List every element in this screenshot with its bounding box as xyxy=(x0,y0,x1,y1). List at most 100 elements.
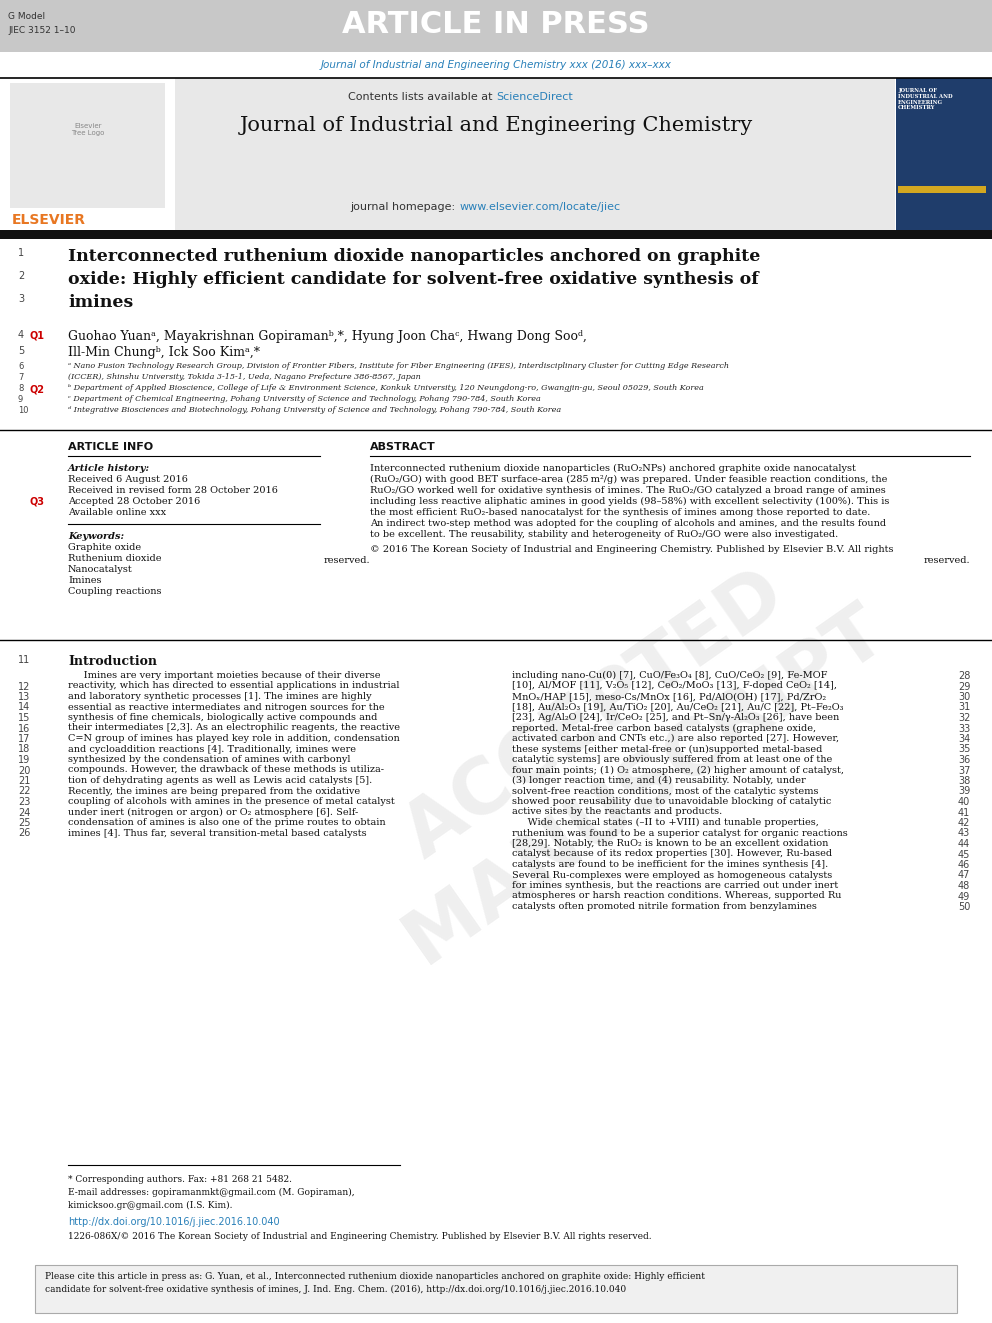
Text: catalytic systems] are obviously suffered from at least one of the: catalytic systems] are obviously suffere… xyxy=(512,755,832,763)
Text: 22: 22 xyxy=(18,786,31,796)
Text: Several Ru-complexes were employed as homogeneous catalysts: Several Ru-complexes were employed as ho… xyxy=(512,871,832,880)
Text: 24: 24 xyxy=(18,807,31,818)
Text: 10: 10 xyxy=(18,406,29,415)
Text: G Model: G Model xyxy=(8,12,45,21)
Text: atmospheres or harsh reaction conditions. Whereas, supported Ru: atmospheres or harsh reaction conditions… xyxy=(512,892,841,901)
Text: Received in revised form 28 October 2016: Received in revised form 28 October 2016 xyxy=(68,486,278,495)
Text: Ill-Min Chungᵇ, Ick Soo Kimᵃ,*: Ill-Min Chungᵇ, Ick Soo Kimᵃ,* xyxy=(68,347,260,359)
Text: 20: 20 xyxy=(18,766,31,775)
Text: ᵃ Nano Fusion Technology Research Group, Division of Frontier Fibers, Institute : ᵃ Nano Fusion Technology Research Group,… xyxy=(68,363,729,370)
Text: and laboratory synthetic processes [1]. The imines are highly: and laboratory synthetic processes [1]. … xyxy=(68,692,372,701)
Text: Interconnected ruthenium dioxide nanoparticles anchored on graphite: Interconnected ruthenium dioxide nanopar… xyxy=(68,247,761,265)
Text: reserved.: reserved. xyxy=(924,556,970,565)
Text: 41: 41 xyxy=(958,807,970,818)
Text: 23: 23 xyxy=(18,796,31,807)
Text: ACCEPTED
MANUSCRIPT: ACCEPTED MANUSCRIPT xyxy=(342,521,898,978)
Bar xyxy=(35,1265,957,1312)
Text: Imines are very important moieties because of their diverse: Imines are very important moieties becau… xyxy=(68,671,381,680)
Text: 31: 31 xyxy=(958,703,970,713)
Text: essential as reactive intermediates and nitrogen sources for the: essential as reactive intermediates and … xyxy=(68,703,385,712)
Text: 26: 26 xyxy=(18,828,31,839)
Text: activated carbon and CNTs etc.,) are also reported [27]. However,: activated carbon and CNTs etc.,) are als… xyxy=(512,734,839,744)
Text: Q3: Q3 xyxy=(30,497,45,507)
Text: (3) longer reaction time, and (4) reusability. Notably, under: (3) longer reaction time, and (4) reusab… xyxy=(512,777,806,785)
Text: 43: 43 xyxy=(958,828,970,839)
Text: 29: 29 xyxy=(958,681,970,692)
Text: reserved.: reserved. xyxy=(323,556,370,565)
Text: Q2: Q2 xyxy=(30,384,45,394)
Text: ᵇ Department of Applied Bioscience, College of Life & Environment Science, Konku: ᵇ Department of Applied Bioscience, Coll… xyxy=(68,384,703,392)
Text: 32: 32 xyxy=(958,713,970,722)
Text: Received 6 August 2016: Received 6 August 2016 xyxy=(68,475,187,484)
Text: including less reactive aliphatic amines in good yields (98–58%) with excellent : including less reactive aliphatic amines… xyxy=(370,497,890,507)
Text: 15: 15 xyxy=(18,713,31,722)
Bar xyxy=(10,83,165,208)
Text: reactivity, which has directed to essential applications in industrial: reactivity, which has directed to essent… xyxy=(68,681,400,691)
Text: 40: 40 xyxy=(958,796,970,807)
Text: 5: 5 xyxy=(18,347,24,356)
Text: Accepted 28 October 2016: Accepted 28 October 2016 xyxy=(68,497,200,505)
Text: ᵈ Integrative Biosciences and Biotechnology, Pohang University of Science and Te: ᵈ Integrative Biosciences and Biotechnol… xyxy=(68,406,561,414)
Bar xyxy=(0,78,174,230)
Text: Please cite this article in press as: G. Yuan, et al., Interconnected ruthenium : Please cite this article in press as: G.… xyxy=(45,1271,705,1281)
Text: JIEC 3152 1–10: JIEC 3152 1–10 xyxy=(8,26,75,34)
Bar xyxy=(175,78,895,230)
Text: (ICCER), Shinshu University, Tokida 3-15-1, Ueda, Nagano Prefecture 386-8567, Ja: (ICCER), Shinshu University, Tokida 3-15… xyxy=(68,373,421,381)
Text: RuO₂/GO worked well for oxidative synthesis of imines. The RuO₂/GO catalyzed a b: RuO₂/GO worked well for oxidative synthe… xyxy=(370,486,886,495)
Text: 2: 2 xyxy=(18,271,24,280)
Text: catalysts often promoted nitrile formation from benzylamines: catalysts often promoted nitrile formati… xyxy=(512,902,816,912)
Text: imines [4]. Thus far, several transition-metal based catalysts: imines [4]. Thus far, several transition… xyxy=(68,828,367,837)
Text: 28: 28 xyxy=(958,671,970,681)
Text: [10], Al/MOF [11], V₂O₅ [12], CeO₂/MoO₃ [13], F-doped CeO₂ [14],: [10], Al/MOF [11], V₂O₅ [12], CeO₂/MoO₃ … xyxy=(512,681,837,691)
Text: synthesis of fine chemicals, biologically active compounds and: synthesis of fine chemicals, biologicall… xyxy=(68,713,377,722)
Text: synthesized by the condensation of amines with carbonyl: synthesized by the condensation of amine… xyxy=(68,755,350,763)
Text: 47: 47 xyxy=(958,871,970,881)
Text: 25: 25 xyxy=(18,818,31,828)
Text: 8: 8 xyxy=(18,384,24,393)
Text: 19: 19 xyxy=(18,755,30,765)
Bar xyxy=(898,187,986,193)
Text: 12: 12 xyxy=(18,681,31,692)
Text: [23], Ag/Al₂O [24], Ir/CeO₂ [25], and Pt–Sn/γ-Al₂O₃ [26], have been: [23], Ag/Al₂O [24], Ir/CeO₂ [25], and Pt… xyxy=(512,713,839,722)
Text: for imines synthesis, but the reactions are carried out under inert: for imines synthesis, but the reactions … xyxy=(512,881,838,890)
Text: 3: 3 xyxy=(18,294,24,304)
Text: Nanocatalyst: Nanocatalyst xyxy=(68,565,133,574)
Text: 16: 16 xyxy=(18,724,30,733)
Text: Available online xxx: Available online xxx xyxy=(68,508,166,517)
Text: Guohao Yuanᵃ, Mayakrishnan Gopiramanᵇ,*, Hyung Joon Chaᶜ, Hwang Dong Sooᵈ,: Guohao Yuanᵃ, Mayakrishnan Gopiramanᵇ,*,… xyxy=(68,329,587,343)
Text: Graphite oxide: Graphite oxide xyxy=(68,542,141,552)
Text: these systems [either metal-free or (un)supported metal-based: these systems [either metal-free or (un)… xyxy=(512,745,822,754)
Text: Imines: Imines xyxy=(68,576,101,585)
Text: reported. Metal-free carbon based catalysts (graphene oxide,: reported. Metal-free carbon based cataly… xyxy=(512,724,816,733)
Text: 21: 21 xyxy=(18,777,31,786)
Text: Recently, the imines are being prepared from the oxidative: Recently, the imines are being prepared … xyxy=(68,786,360,795)
Text: 35: 35 xyxy=(958,745,970,754)
Text: and cycloaddition reactions [4]. Traditionally, imines were: and cycloaddition reactions [4]. Traditi… xyxy=(68,745,356,754)
Text: tion of dehydrating agents as well as Lewis acid catalysts [5].: tion of dehydrating agents as well as Le… xyxy=(68,777,372,785)
Text: * Corresponding authors. Fax: +81 268 21 5482.: * Corresponding authors. Fax: +81 268 21… xyxy=(68,1175,292,1184)
Text: www.elsevier.com/locate/jiec: www.elsevier.com/locate/jiec xyxy=(460,202,621,212)
Text: 13: 13 xyxy=(18,692,30,703)
Text: 36: 36 xyxy=(958,755,970,765)
Text: ARTICLE IN PRESS: ARTICLE IN PRESS xyxy=(342,11,650,38)
Text: 11: 11 xyxy=(18,655,30,665)
Text: E-mail addresses: gopiramanmkt@gmail.com (M. Gopiraman),: E-mail addresses: gopiramanmkt@gmail.com… xyxy=(68,1188,354,1197)
Text: 1226-086X/© 2016 The Korean Society of Industrial and Engineering Chemistry. Pub: 1226-086X/© 2016 The Korean Society of I… xyxy=(68,1232,652,1241)
Text: 39: 39 xyxy=(958,786,970,796)
Text: solvent-free reaction conditions, most of the catalytic systems: solvent-free reaction conditions, most o… xyxy=(512,786,818,795)
Text: ScienceDirect: ScienceDirect xyxy=(496,93,572,102)
Text: oxide: Highly efficient candidate for solvent-free oxidative synthesis of: oxide: Highly efficient candidate for so… xyxy=(68,271,759,288)
Text: Journal of Industrial and Engineering Chemistry: Journal of Industrial and Engineering Ch… xyxy=(239,116,753,135)
Text: 37: 37 xyxy=(958,766,970,775)
Text: An indirect two-step method was adopted for the coupling of alcohols and amines,: An indirect two-step method was adopted … xyxy=(370,519,886,528)
Text: Q1: Q1 xyxy=(30,329,45,340)
Text: ruthenium was found to be a superior catalyst for organic reactions: ruthenium was found to be a superior cat… xyxy=(512,828,848,837)
Text: 7: 7 xyxy=(18,373,24,382)
Text: Elsevier
Tree Logo: Elsevier Tree Logo xyxy=(71,123,105,136)
Text: 6: 6 xyxy=(18,363,24,370)
Text: 46: 46 xyxy=(958,860,970,871)
Text: coupling of alcohols with amines in the presence of metal catalyst: coupling of alcohols with amines in the … xyxy=(68,796,395,806)
Text: JOURNAL OF
INDUSTRIAL AND
ENGINEERING
CHEMISTRY: JOURNAL OF INDUSTRIAL AND ENGINEERING CH… xyxy=(898,89,952,110)
Text: 1: 1 xyxy=(18,247,24,258)
Text: (RuO₂/GO) with good BET surface-area (285 m²/g) was prepared. Under feasible rea: (RuO₂/GO) with good BET surface-area (28… xyxy=(370,475,888,484)
